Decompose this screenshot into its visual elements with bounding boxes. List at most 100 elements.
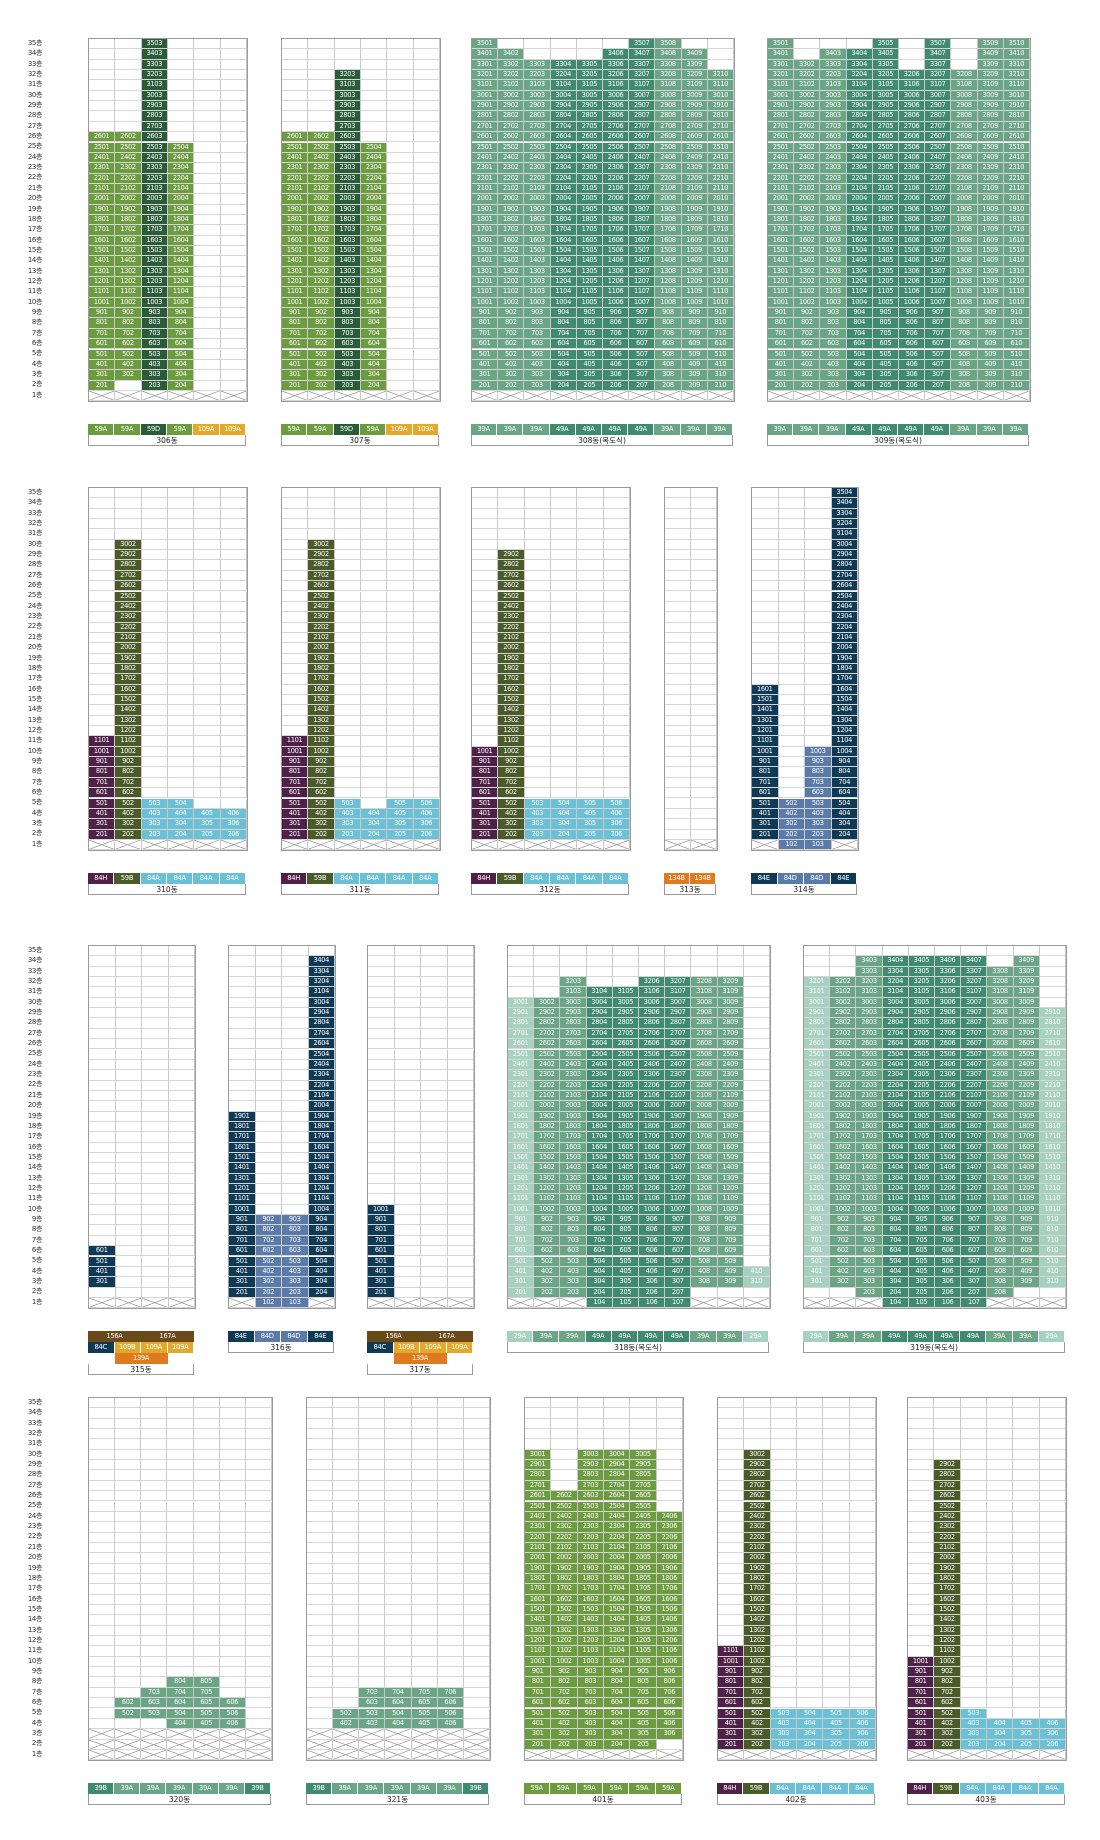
empty-cell	[805, 581, 832, 592]
unit-cell: 2203	[560, 1080, 587, 1091]
unit-cell: 2102	[534, 1090, 561, 1102]
empty-cell	[168, 1121, 195, 1133]
empty-cell	[89, 1687, 116, 1699]
empty-cell	[413, 80, 440, 91]
unit-cell: 1010	[1039, 1204, 1066, 1216]
empty-cell	[194, 380, 221, 391]
unit-cell: 2306	[603, 163, 630, 174]
unit-cell: 1901	[229, 1111, 256, 1122]
unit-cell: 210	[1003, 380, 1030, 391]
unit-cell: 602	[308, 788, 335, 799]
empty-cell	[630, 1429, 657, 1440]
empty-cell	[960, 1677, 987, 1688]
unit-cell: 3003	[577, 1449, 604, 1461]
floor-label: 17층	[24, 1583, 43, 1593]
empty-cell	[718, 1605, 745, 1616]
unit-cell: 1106	[899, 287, 926, 298]
floor-label: 24층	[24, 1059, 43, 1069]
empty-cell	[387, 277, 414, 288]
empty-cell	[334, 788, 361, 799]
unit-cell: 2909	[717, 1008, 744, 1019]
empty-cell	[508, 956, 535, 967]
empty-cell	[282, 539, 309, 551]
empty-cell	[447, 1287, 474, 1298]
unit-cell: 706	[639, 1235, 666, 1247]
unit-cell: 303	[334, 370, 361, 381]
empty-cell	[167, 1636, 194, 1647]
unit-cell: 1209	[1013, 1184, 1040, 1195]
unit-cell: 406	[1039, 1718, 1066, 1730]
empty-cell	[411, 1584, 438, 1595]
empty-cell	[447, 1266, 474, 1278]
empty-cell	[307, 1408, 334, 1419]
unit-type-label: 59A	[524, 1783, 551, 1795]
unit-cell: 1704	[308, 1132, 335, 1143]
unit-cell: 901	[804, 1215, 831, 1226]
empty-cell	[385, 1584, 412, 1595]
unit-cell: 704	[308, 1235, 335, 1247]
unit-cell: 505	[577, 798, 604, 809]
empty-cell	[413, 59, 440, 71]
unit-cell: 1202	[498, 277, 525, 288]
unit-type-label: 39A	[471, 424, 498, 436]
empty-cell	[334, 632, 361, 644]
floor-label: 21층	[24, 632, 43, 642]
unit-cell: 2203	[524, 173, 551, 184]
unit-cell: 305	[823, 1729, 850, 1740]
empty-cell	[823, 1398, 850, 1409]
unit-cell: 3408	[655, 49, 682, 60]
unit-cell: 2402	[794, 152, 821, 164]
empty-cell	[89, 1408, 116, 1419]
floor-label: 34층	[24, 955, 43, 965]
unit-cell: 1104	[550, 287, 577, 298]
empty-cell	[778, 581, 805, 592]
empty-cell	[115, 90, 142, 102]
empty-cell	[524, 581, 551, 592]
empty-cell	[387, 488, 414, 499]
empty-cell	[282, 1070, 309, 1081]
empty-cell	[115, 1080, 142, 1091]
unit-cell: 1902	[115, 204, 142, 215]
unit-cell: 803	[141, 318, 168, 329]
empty-cell	[387, 163, 414, 174]
unit-cell: 301	[89, 370, 116, 381]
unit-cell: 2501	[768, 142, 795, 153]
unit-type-label: 39A	[793, 424, 820, 436]
unit-cell: 1305	[576, 266, 603, 278]
empty-cell	[115, 1449, 142, 1461]
empty-cell	[115, 1398, 142, 1409]
unit-cell: 1004	[308, 1204, 335, 1216]
empty-cell	[334, 59, 361, 71]
unit-cell: 1101	[525, 1646, 552, 1657]
pilotis-cell	[830, 1297, 857, 1309]
empty-cell	[142, 1070, 169, 1081]
unit-cell: 1902	[794, 204, 821, 215]
empty-cell	[987, 1511, 1014, 1523]
unit-cell: 510	[1039, 1256, 1066, 1267]
empty-cell	[307, 1708, 334, 1719]
empty-cell	[385, 1542, 412, 1554]
empty-cell	[361, 674, 388, 685]
empty-cell	[385, 1418, 412, 1430]
unit-cell: 2901	[804, 1008, 831, 1019]
unit-cell: 1504	[604, 1605, 631, 1616]
empty-cell	[334, 39, 361, 50]
empty-cell	[603, 498, 630, 509]
empty-cell	[334, 591, 361, 602]
empty-cell	[219, 1636, 246, 1647]
unit-cell: 2002	[115, 643, 142, 654]
unit-cell: 1004	[586, 1204, 613, 1216]
unit-cell: 2110	[707, 183, 734, 195]
empty-cell	[142, 966, 169, 978]
unit-cell: 2401	[508, 1059, 535, 1071]
empty-cell	[656, 1398, 683, 1409]
empty-cell	[691, 736, 717, 747]
unit-cell: 1606	[935, 1142, 962, 1153]
empty-cell	[1013, 1398, 1040, 1409]
floor-label: 5층	[24, 1255, 42, 1265]
unit-cell: 1601	[768, 235, 795, 246]
unit-cell: 2004	[586, 1101, 613, 1112]
unit-cell: 1902	[744, 1563, 771, 1574]
empty-cell	[307, 1698, 334, 1709]
unit-cell: 206	[1039, 1739, 1066, 1750]
